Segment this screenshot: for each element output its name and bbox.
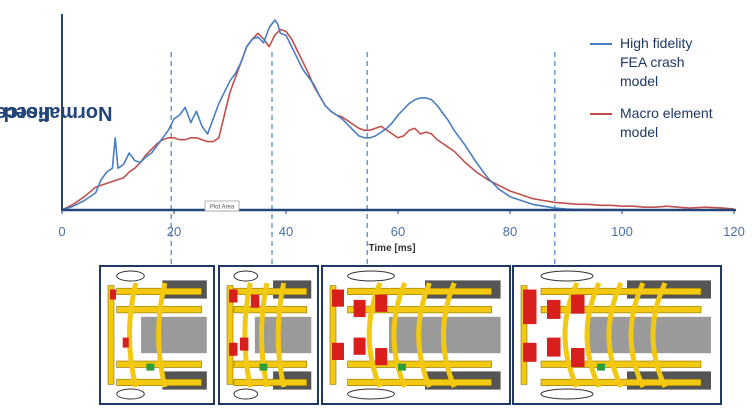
crush-zone [353, 299, 366, 318]
frame-rail [347, 287, 492, 296]
chassis-beam [587, 316, 711, 354]
crush-zone [547, 337, 561, 357]
front-bumper [329, 285, 337, 385]
crush-zone [353, 337, 366, 355]
sensor-block [146, 363, 155, 371]
frame-rail [347, 378, 492, 387]
vertical-marker-group [170, 52, 556, 272]
crush-zone [523, 342, 537, 362]
frame-rail [540, 306, 702, 314]
crush-zone [375, 294, 388, 312]
legend-label-2-line-2: model [620, 124, 658, 140]
legend: High fidelity FEA crash model Macro element… [590, 35, 713, 140]
frame-rail [233, 287, 308, 296]
cross-member [606, 281, 624, 389]
cross-member [275, 282, 287, 388]
cross-member [584, 281, 602, 389]
frame-rail [233, 378, 308, 387]
frame-rail [233, 306, 308, 314]
sensor-block [597, 363, 605, 371]
snapshot-frame-3 [321, 265, 511, 405]
crush-zone [571, 348, 585, 367]
crush-zone [547, 299, 561, 319]
cross-member [366, 282, 383, 388]
x-tick-label: 40 [279, 224, 293, 239]
series-group [61, 19, 735, 211]
cross-member [562, 281, 580, 389]
plot-area-tag: Plot Area [204, 200, 240, 212]
crush-zone [229, 289, 238, 303]
snapshot-frame-2 [218, 265, 319, 405]
cross-member [650, 281, 668, 389]
front-bumper [107, 285, 115, 385]
front-bumper [226, 285, 234, 385]
crush-zone [239, 337, 249, 351]
legend-label-1-line-2: FEA crash [620, 54, 685, 70]
x-tick-group: 0 20 40 60 80 100 120 [58, 210, 745, 239]
crush-zone [375, 348, 388, 366]
wheel [347, 388, 395, 400]
cross-member [242, 282, 253, 388]
snapshot-frame-1 [99, 265, 215, 405]
sensor-block [398, 363, 406, 371]
chassis-beam [141, 316, 207, 354]
cross-member [391, 282, 408, 388]
wheel [540, 388, 594, 400]
frame-rail [116, 287, 202, 296]
legend-label-2-line-1: Macro element [620, 105, 713, 121]
crush-zone [332, 289, 344, 307]
crush-zone [229, 342, 238, 356]
x-tick-label: 20 [167, 224, 181, 239]
crush-zone [523, 289, 537, 309]
frame-rail [540, 360, 702, 368]
frame-rail [116, 378, 202, 387]
cross-member [441, 282, 457, 388]
x-tick-label: 60 [391, 224, 405, 239]
crush-zone [122, 337, 129, 348]
cross-member [259, 282, 270, 388]
x-axis-label: Time [ms] [368, 243, 415, 254]
x-tick-label: 80 [503, 224, 517, 239]
crush-zone [571, 294, 585, 314]
crush-zone [250, 294, 260, 308]
crush-zone [110, 289, 116, 300]
series-line-1 [61, 19, 734, 211]
cross-member [628, 281, 646, 389]
cross-member [156, 282, 168, 388]
x-tick-label: 120 [723, 224, 745, 239]
frame-rail [233, 360, 308, 368]
snapshot-frame-4 [512, 265, 722, 405]
wheel [347, 270, 395, 282]
crush-zone [523, 305, 537, 325]
plot-area-tag-label: Plot Area [210, 205, 235, 211]
wheel [233, 270, 259, 282]
cross-member [416, 282, 432, 388]
legend-label-1-line-3: model [620, 73, 658, 89]
cross-member [126, 282, 139, 388]
wheel [540, 270, 594, 282]
wheel [116, 270, 145, 282]
x-tick-label: 100 [611, 224, 633, 239]
crush-zone [332, 342, 344, 360]
front-bumper [520, 285, 528, 385]
x-tick-label: 0 [58, 224, 65, 239]
sensor-block [259, 363, 268, 371]
snapshot-strip [99, 265, 722, 405]
legend-label-1-line-1: High fidelity [620, 35, 692, 51]
wheel [116, 388, 145, 400]
wheel [233, 388, 259, 400]
